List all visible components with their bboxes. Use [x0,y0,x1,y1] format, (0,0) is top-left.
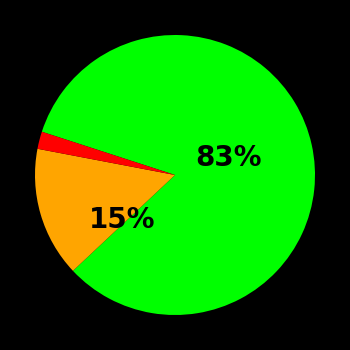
Wedge shape [42,35,315,315]
Text: 83%: 83% [195,144,261,172]
Wedge shape [35,149,175,271]
Wedge shape [37,132,175,175]
Text: 15%: 15% [89,206,155,234]
